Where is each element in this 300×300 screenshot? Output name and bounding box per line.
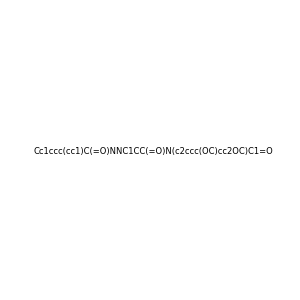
Text: Cc1ccc(cc1)C(=O)NNC1CC(=O)N(c2ccc(OC)cc2OC)C1=O: Cc1ccc(cc1)C(=O)NNC1CC(=O)N(c2ccc(OC)cc2… [34,147,274,156]
